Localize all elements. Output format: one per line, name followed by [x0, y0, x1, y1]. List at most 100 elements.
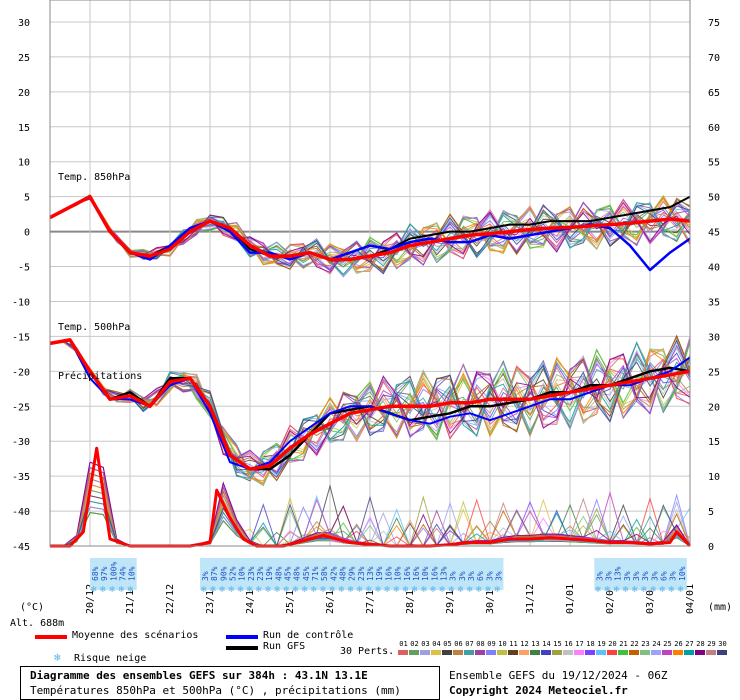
- snow-risk-value: 3%: [604, 571, 613, 581]
- snow-risk-cell: [319, 558, 330, 590]
- snowflake-icon: ❄: [375, 585, 381, 595]
- snow-risk-cell: [310, 558, 321, 590]
- snow-risk-cell: [640, 558, 651, 590]
- snowflake-icon: ❄: [54, 651, 61, 664]
- right-tick-label: 70: [708, 53, 720, 64]
- x-date-label: 04/01: [685, 584, 696, 614]
- snow-risk-cell: [649, 558, 660, 590]
- snowflake-icon: ❄: [109, 585, 115, 595]
- snow-risk-cell: [300, 558, 311, 590]
- member-legend-item: 02: [409, 640, 420, 658]
- x-date-label: 23/12: [205, 584, 216, 614]
- member-legend-id: 05: [443, 640, 452, 648]
- snow-risk-value: 16%: [430, 566, 439, 581]
- snow-risk-cell: [264, 558, 275, 590]
- member-legend-id: 03: [421, 640, 430, 648]
- altitude-label: Alt. 688m: [10, 618, 64, 629]
- member-legend-item: 16: [563, 640, 574, 658]
- x-date-label: 03/01: [645, 584, 656, 614]
- member-legend-swatch: [607, 650, 617, 655]
- snow-risk-cell: [401, 558, 412, 590]
- snow-risk-cell: [365, 558, 376, 590]
- snow-risk-row: 68%❄97%❄100%❄74%❄10%❄3%❄87%❄90%❄52%❄10%❄…: [90, 558, 687, 595]
- left-tick-label: 10: [18, 158, 30, 169]
- snow-risk-value: 16%: [384, 566, 393, 581]
- member-legend-swatch: [409, 650, 419, 655]
- snow-risk-cell: [447, 558, 458, 590]
- snowflake-icon: ❄: [210, 585, 216, 595]
- x-date-label: 24/12: [245, 584, 256, 614]
- x-date-label: 01/01: [565, 584, 576, 614]
- snow-risk-value: 6%: [659, 571, 668, 581]
- member-legend-id: 09: [487, 640, 496, 648]
- member-legend-id: 01: [399, 640, 408, 648]
- snow-risk-cell: [209, 558, 220, 590]
- snowflake-icon: ❄: [650, 585, 656, 595]
- x-date-label: 31/12: [525, 584, 536, 614]
- snowflake-icon: ❄: [403, 585, 409, 595]
- member-line: [49, 336, 691, 475]
- chart-title: Diagramme des ensembles GEFS sur 384h : …: [30, 669, 368, 682]
- snow-legend-label: Risque neige: [74, 653, 147, 664]
- left-tick-label: -5: [18, 263, 30, 274]
- snowflake-icon: ❄: [100, 585, 106, 595]
- control-legend-label: Run de contrôle: [263, 630, 354, 641]
- member-legend-swatch: [453, 650, 463, 655]
- snow-risk-cell: [282, 558, 293, 590]
- left-tick-label: -45: [12, 542, 30, 553]
- snow-risk-value: 13%: [366, 566, 375, 581]
- right-tick-label: 40: [708, 263, 720, 274]
- member-legend-item: 15: [552, 640, 563, 658]
- snow-risk-cell: [667, 558, 678, 590]
- snowflake-icon: ❄: [219, 585, 225, 595]
- member-legend-id: 08: [476, 640, 485, 648]
- member-legend-id: 10: [498, 640, 507, 648]
- snow-risk-value: 23%: [256, 566, 265, 581]
- snow-risk-value: 74%: [119, 566, 128, 581]
- snow-risk-cell: [603, 558, 614, 590]
- snowflake-icon: ❄: [430, 585, 436, 595]
- member-legend-item: 18: [585, 640, 596, 658]
- member-legend-id: 11: [509, 640, 518, 648]
- left-tick-label: -15: [12, 332, 30, 343]
- snow-risk-cell: [90, 558, 100, 590]
- left-tick-label: 30: [18, 18, 30, 29]
- right-tick-label: 50: [708, 193, 720, 204]
- member-legend-swatch: [541, 650, 551, 655]
- snow-risk-cell: [218, 558, 229, 590]
- snow-risk-cell: [227, 558, 238, 590]
- control-swatch: [226, 635, 258, 639]
- member-legend-swatch: [552, 650, 562, 655]
- member-legend-item: 06: [453, 640, 464, 658]
- snow-risk-cell: [456, 558, 467, 590]
- snow-risk-value: 45%: [284, 566, 293, 581]
- member-legend-item: 05: [442, 640, 453, 658]
- right-tick-label: 45: [708, 228, 720, 239]
- snowflake-icon: ❄: [669, 585, 675, 595]
- member-legend-item: 20: [607, 640, 618, 658]
- member-legend-swatch: [585, 650, 595, 655]
- snow-risk-value: 3%: [494, 571, 503, 581]
- snow-risk-value: 90%: [219, 566, 228, 581]
- snowflake-icon: ❄: [458, 585, 464, 595]
- snow-risk-cell: [621, 558, 632, 590]
- member-legend-item: 27: [684, 640, 695, 658]
- member-legend-swatch: [629, 650, 639, 655]
- right-tick-label: 35: [708, 297, 720, 308]
- snow-risk-cell: [245, 558, 256, 590]
- left-tick-label: -35: [12, 472, 30, 483]
- snowflake-icon: ❄: [339, 585, 345, 595]
- member-legend-item: 24: [651, 640, 662, 658]
- left-tick-label: 5: [24, 193, 30, 204]
- snow-risk-value: 71%: [311, 566, 320, 581]
- perts-legend-label: 30 Perts.: [340, 646, 395, 657]
- member-legend-id: 14: [542, 640, 551, 648]
- right-tick-label: 5: [708, 507, 714, 518]
- snow-risk-value: 16%: [403, 566, 412, 581]
- snowflake-icon: ❄: [91, 585, 97, 595]
- member-legend-swatch: [398, 650, 408, 655]
- member-legend-id: 23: [641, 640, 650, 648]
- snow-risk-cell: [355, 558, 366, 590]
- member-legend-swatch: [673, 650, 683, 655]
